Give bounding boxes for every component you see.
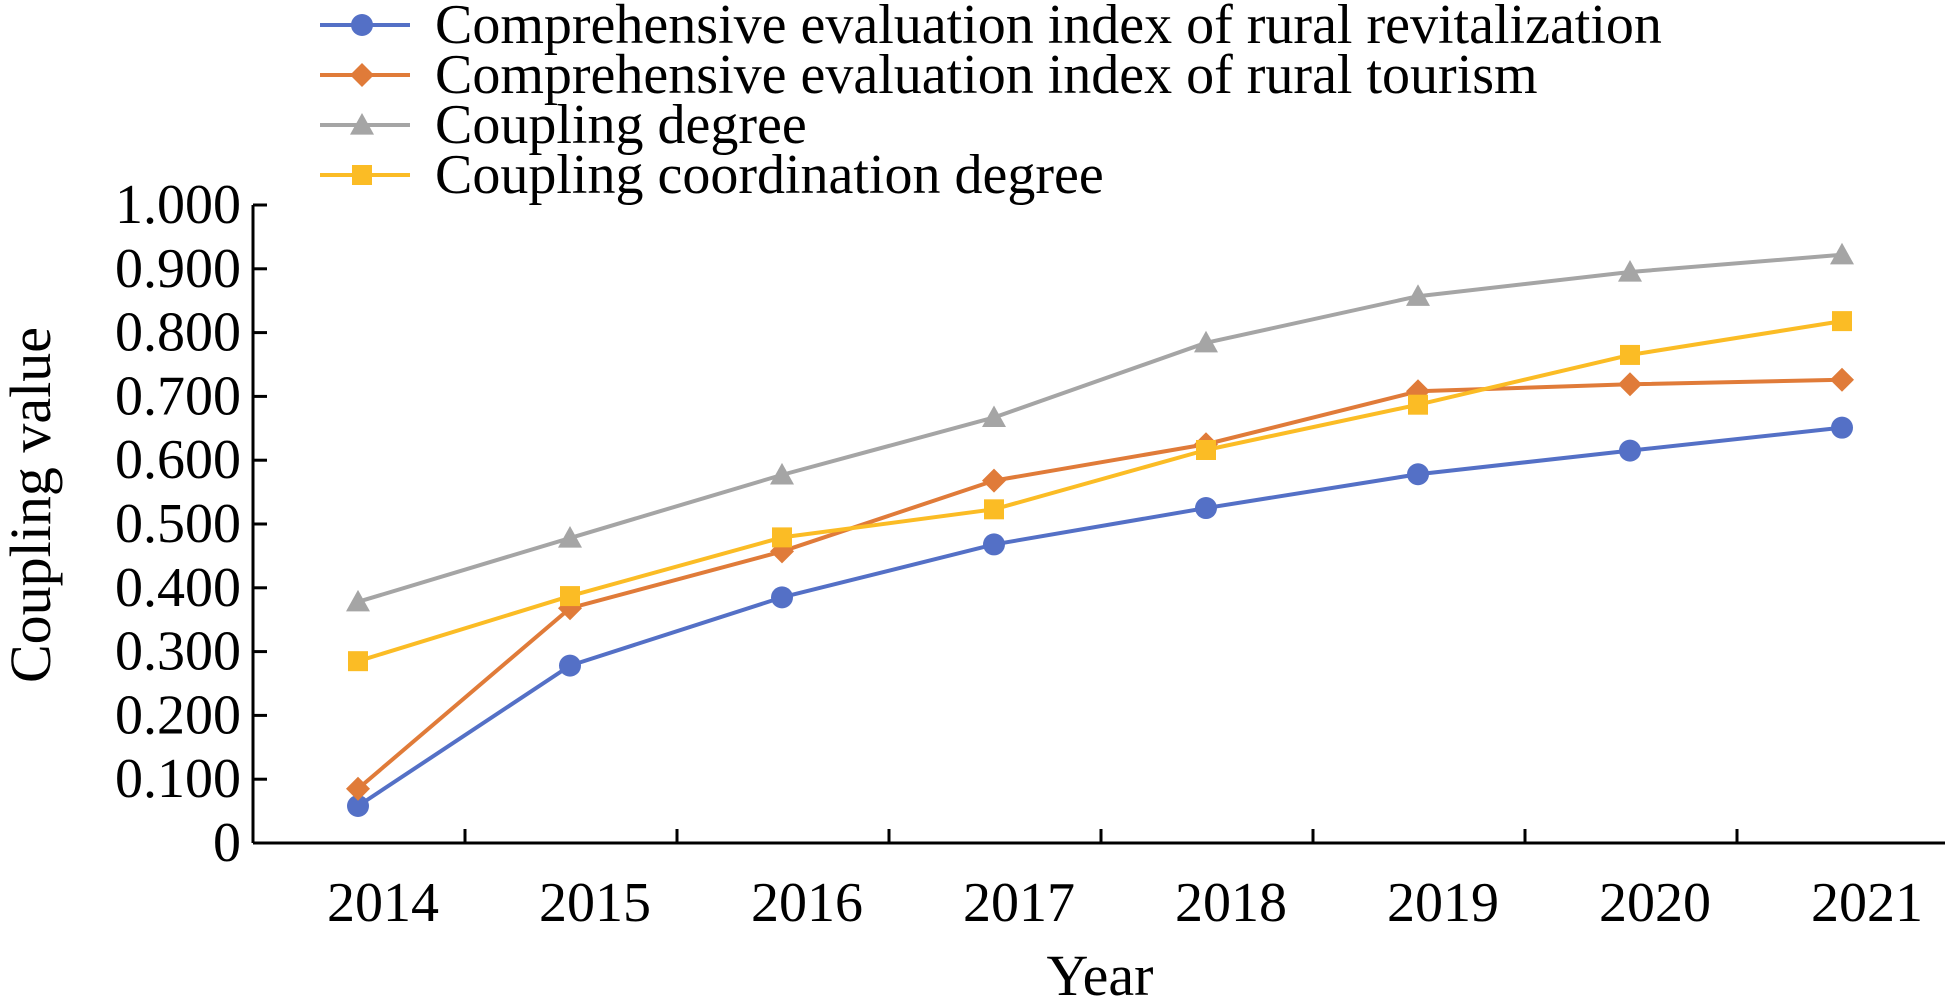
data-point-square	[352, 165, 372, 185]
x-tick-label: 2014	[327, 872, 439, 934]
data-point-square	[1196, 439, 1216, 460]
y-tick-label: 0.600	[115, 429, 241, 491]
data-point-square	[560, 586, 580, 607]
data-point-triangle	[770, 462, 794, 485]
series-line	[356, 377, 1843, 791]
y-tick-label: 0.400	[115, 557, 241, 619]
data-point-triangle	[346, 589, 370, 612]
data-point-diamond	[350, 63, 374, 87]
data-point-square	[348, 651, 368, 672]
x-tick-label: 2017	[963, 872, 1075, 934]
data-point-triangle	[982, 405, 1006, 428]
legend-item: Comprehensive evaluation index of rural …	[320, 0, 1662, 56]
x-axis-title: Year	[1047, 943, 1154, 998]
series-line	[357, 319, 1843, 664]
data-point-diamond	[1618, 372, 1642, 397]
series-3	[346, 242, 1854, 612]
axes: 00.1000.2000.3000.4000.5000.6000.7000.80…	[115, 174, 1945, 934]
y-tick-label: 0.100	[115, 748, 241, 810]
data-point-triangle	[1830, 242, 1854, 265]
y-tick-label: 0.200	[115, 684, 241, 746]
legend-item: Comprehensive evaluation index of rural …	[320, 44, 1538, 106]
legend-item: Coupling degree	[320, 94, 807, 156]
y-tick-label: 0.300	[115, 621, 241, 683]
series-line	[357, 252, 1843, 604]
x-tick-label: 2018	[1175, 872, 1287, 934]
data-point-circle	[1619, 439, 1641, 462]
data-point-circle	[1831, 416, 1853, 439]
series-lines	[346, 242, 1854, 817]
x-tick-label: 2015	[539, 872, 651, 934]
data-point-circle	[983, 533, 1005, 556]
y-tick-label: 0.800	[115, 302, 241, 364]
data-point-diamond	[346, 776, 370, 801]
y-tick-label: 1.000	[115, 174, 241, 236]
data-point-diamond	[1830, 367, 1854, 392]
data-point-circle	[771, 586, 793, 609]
y-axis-title: Coupling value	[0, 327, 63, 683]
data-point-circle	[1195, 497, 1217, 520]
data-point-circle	[351, 14, 373, 36]
data-point-triangle	[558, 526, 582, 548]
y-tick-label: 0	[213, 812, 241, 874]
legend-label: Comprehensive evaluation index of rural …	[435, 0, 1662, 56]
data-point-circle	[559, 654, 581, 677]
y-tick-label: 0.700	[115, 365, 241, 427]
series-1	[347, 416, 1853, 817]
x-tick-label: 2021	[1811, 872, 1923, 934]
y-tick-label: 0.900	[115, 238, 241, 300]
data-point-triangle	[1194, 330, 1218, 353]
data-point-circle	[1407, 463, 1429, 486]
data-point-triangle	[1618, 259, 1642, 282]
legend-item: Coupling coordination degree	[320, 144, 1104, 206]
series-line	[356, 425, 1843, 808]
y-tick-label: 0.500	[115, 493, 241, 555]
x-tick-label: 2016	[751, 872, 863, 934]
data-point-square	[1408, 394, 1428, 415]
data-point-square	[772, 527, 792, 548]
legend-label: Coupling coordination degree	[435, 144, 1104, 206]
legend-label: Coupling degree	[435, 94, 807, 156]
legend-label: Comprehensive evaluation index of rural …	[435, 44, 1538, 106]
data-point-square	[984, 499, 1004, 520]
series-2	[346, 367, 1854, 801]
x-tick-label: 2020	[1599, 872, 1711, 934]
data-point-triangle	[1406, 284, 1430, 306]
data-point-square	[1620, 344, 1640, 365]
data-point-diamond	[982, 468, 1006, 493]
data-point-triangle	[350, 113, 374, 135]
series-4	[348, 311, 1852, 672]
x-tick-label: 2019	[1387, 872, 1499, 934]
legend: Comprehensive evaluation index of rural …	[320, 0, 1662, 206]
data-point-square	[1832, 311, 1852, 332]
data-point-circle	[347, 794, 369, 817]
